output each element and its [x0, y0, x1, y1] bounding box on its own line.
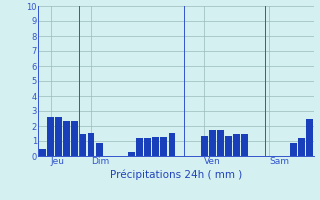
Bar: [144, 138, 151, 156]
Bar: [47, 117, 54, 156]
Bar: [128, 152, 135, 156]
Bar: [160, 137, 167, 156]
Bar: [39, 148, 46, 156]
Bar: [209, 130, 216, 156]
Bar: [71, 121, 78, 156]
Bar: [241, 134, 248, 156]
Bar: [298, 138, 305, 156]
Bar: [96, 143, 102, 156]
Bar: [79, 134, 86, 156]
Bar: [88, 133, 94, 156]
Bar: [217, 130, 224, 156]
Bar: [63, 121, 70, 156]
Bar: [290, 143, 297, 156]
Bar: [136, 138, 143, 156]
Bar: [306, 118, 313, 156]
Bar: [152, 137, 159, 156]
Bar: [169, 133, 175, 156]
Bar: [201, 136, 208, 156]
Bar: [55, 117, 62, 156]
Bar: [225, 136, 232, 156]
Bar: [233, 134, 240, 156]
X-axis label: Précipitations 24h ( mm ): Précipitations 24h ( mm ): [110, 169, 242, 180]
